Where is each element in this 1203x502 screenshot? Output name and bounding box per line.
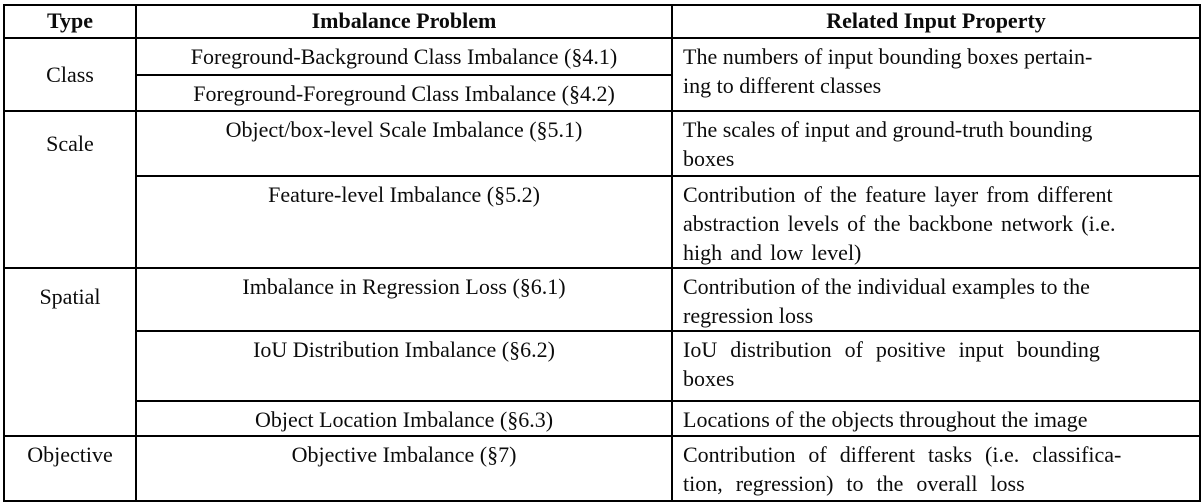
property-cell-spatial-3: Locations of the objects throughout the … bbox=[671, 400, 1201, 437]
problem-cell-object-box-level-scale-imbalance: Object/box-level Scale Imbalance (§5.1) bbox=[135, 110, 673, 177]
property-cell-objective: Contribution of different tasks (i.e. cl… bbox=[671, 435, 1201, 502]
imbalance-problems-table: Type Imbalance Problem Related Input Pro… bbox=[3, 4, 1201, 502]
header-cell-related-input-property: Related Input Property bbox=[671, 4, 1201, 39]
problem-cell-object-location-imbalance: Object Location Imbalance (§6.3) bbox=[135, 400, 673, 437]
property-cell-class: The numbers of input bounding boxes pert… bbox=[671, 37, 1201, 112]
header-cell-type: Type bbox=[3, 4, 137, 39]
type-cell-objective: Objective bbox=[3, 435, 137, 502]
header-cell-imbalance-problem: Imbalance Problem bbox=[135, 4, 673, 39]
table-row: Foreground-Foreground Class Imbalance (§… bbox=[4, 74, 1200, 112]
table-row: Class Foreground-Background Class Imbala… bbox=[3, 37, 1201, 112]
problem-cell-iou-distribution-imbalance: IoU Distribution Imbalance (§6.2) bbox=[135, 330, 673, 402]
property-cell-scale-2: Contribution of the feature layer from d… bbox=[671, 175, 1201, 269]
table-row: Scale Object/box-level Scale Imbalance (… bbox=[3, 110, 1201, 269]
property-cell-spatial-1: Contribution of the individual examples … bbox=[671, 267, 1201, 332]
table-row: Object Location Imbalance (§6.3) Locatio… bbox=[4, 400, 1201, 437]
type-cell-scale: Scale bbox=[3, 110, 137, 269]
problem-cell-feature-level-imbalance: Feature-level Imbalance (§5.2) bbox=[135, 175, 673, 269]
type-cell-spatial: Spatial bbox=[3, 267, 137, 437]
problem-cell-fg-fg-class-imbalance: Foreground-Foreground Class Imbalance (§… bbox=[135, 74, 673, 112]
table-row: Objective Objective Imbalance (§7) Contr… bbox=[3, 435, 1201, 502]
table-row: IoU Distribution Imbalance (§6.2) IoU di… bbox=[4, 330, 1201, 402]
type-cell-class: Class bbox=[3, 37, 137, 112]
problem-cell-objective-imbalance: Objective Imbalance (§7) bbox=[135, 435, 673, 502]
property-cell-scale-1: The scales of input and ground-truth bou… bbox=[671, 110, 1201, 177]
table-header-row: Type Imbalance Problem Related Input Pro… bbox=[3, 4, 1201, 39]
property-cell-spatial-2: IoU distribution of positive input bound… bbox=[671, 330, 1201, 402]
problem-cell-fg-bg-class-imbalance: Foreground-Background Class Imbalance (§… bbox=[135, 37, 673, 76]
problem-cell-imbalance-in-regression-loss: Imbalance in Regression Loss (§6.1) bbox=[135, 267, 673, 332]
table-row: Spatial Imbalance in Regression Loss (§6… bbox=[3, 267, 1201, 437]
table-row: Feature-level Imbalance (§5.2) Contribut… bbox=[4, 175, 1201, 269]
